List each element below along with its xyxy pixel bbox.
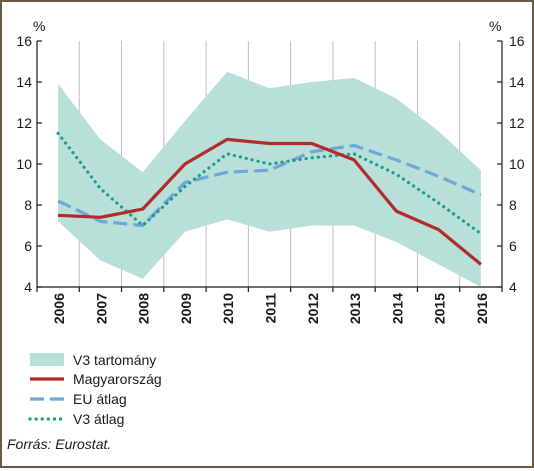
y-tick-label-left: 12 (16, 115, 32, 131)
y-tick-label-left: 14 (16, 74, 32, 90)
series-line-2 (56, 131, 483, 236)
x-tick-label: 2006 (51, 293, 67, 324)
y-tick-label-left: 16 (16, 33, 32, 49)
y-tick-label-right: 6 (509, 238, 517, 254)
y-tick-label-left: 6 (24, 238, 32, 254)
x-tick-label: 2012 (305, 293, 321, 324)
tick-marks (36, 40, 503, 292)
legend-label-band: V3 tartomány (73, 352, 156, 368)
y-tick-labels-right: 4 6 8 10 12 14 16 (509, 33, 525, 295)
series-lines (56, 131, 483, 266)
unit-right: % (489, 18, 501, 34)
x-tick-label: 2011 (263, 293, 279, 324)
source-note: Forrás: Eurostat. (7, 436, 111, 452)
legend-swatch-band (30, 353, 64, 366)
x-tick-label: 2009 (178, 293, 194, 324)
legend-label-series-1: EU átlag (73, 391, 127, 407)
x-tick-label: 2014 (389, 293, 405, 324)
legend: V3 tartomány Magyarország EU átlag V3 át… (28, 352, 162, 427)
y-tick-label-right: 16 (509, 33, 525, 49)
y-tick-labels-left: 4 6 8 10 12 14 16 (16, 33, 32, 295)
x-tick-label: 2007 (93, 293, 109, 324)
y-tick-label-right: 10 (509, 156, 525, 172)
x-tick-label: 2015 (432, 293, 448, 324)
y-tick-label-left: 8 (24, 197, 32, 213)
x-tick-label: 2013 (347, 293, 363, 324)
y-tick-label-right: 12 (509, 115, 525, 131)
x-tick-label: 2016 (474, 293, 490, 324)
x-tick-label: 2008 (136, 293, 152, 324)
x-tick-labels: 2006 2007 2008 2009 2010 2011 2012 2013 2014 2015… (51, 293, 490, 324)
x-tick-label: 2010 (220, 293, 236, 324)
y-tick-label-right: 14 (509, 74, 525, 90)
legend-label-series-2: V3 átlag (73, 411, 124, 427)
unit-left: % (33, 18, 45, 34)
y-tick-label-left: 4 (24, 279, 32, 295)
series-line-0 (58, 137, 482, 266)
chart: 4 6 8 10 12 14 16 4 6 8 10 12 14 16 2006 2007 2008 2009… (7, 18, 525, 452)
y-tick-label-right: 4 (509, 279, 517, 295)
series-line-1 (57, 143, 482, 228)
legend-label-series-0: Magyarország (73, 371, 162, 387)
y-tick-label-right: 8 (509, 197, 517, 213)
y-tick-label-left: 10 (16, 156, 32, 172)
band-v3-tartomany (58, 71, 481, 287)
